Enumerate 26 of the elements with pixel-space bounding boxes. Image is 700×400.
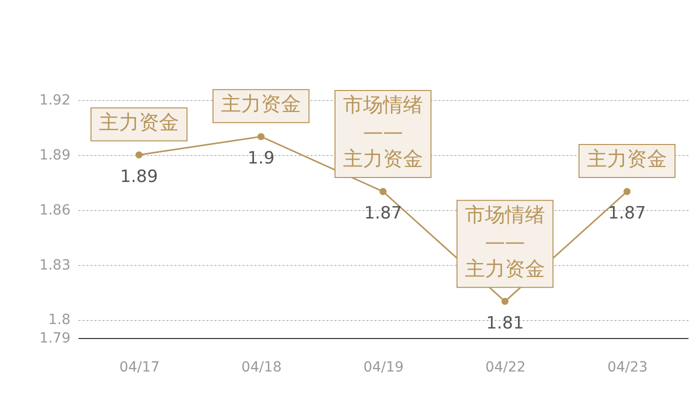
point (135, 151, 143, 158)
x-tick-label: 04/17 (119, 360, 160, 376)
annotation: 主力资金 (587, 146, 667, 171)
data-label: 1.87 (364, 204, 402, 224)
data-label: 1.89 (120, 166, 158, 187)
annotation: 市场情绪 —— 主力资金 (465, 202, 545, 280)
annotation: 主力资金 (221, 92, 301, 116)
point (623, 188, 631, 196)
y-tick-label: 1.8 (48, 312, 70, 328)
y-tick-label: 1.83 (39, 257, 70, 274)
annotation: 市场情绪 —— 主力资金 (343, 92, 423, 171)
y-tick-label: 1.79 (39, 330, 70, 346)
x-tick-label: 04/23 (607, 360, 648, 376)
x-tick-label: 04/22 (485, 360, 526, 376)
x-tick-label: 04/18 (241, 360, 282, 376)
annotation: 主力资金 (99, 110, 179, 134)
y-tick-label: 1.86 (39, 202, 71, 218)
data-label: 1.87 (608, 204, 646, 224)
point (379, 188, 387, 196)
point (257, 133, 265, 140)
y-tick-label: 1.89 (39, 147, 70, 164)
data-label: 1.81 (486, 313, 524, 334)
y-tick-label: 1.92 (39, 92, 70, 108)
data-label: 1.9 (247, 148, 275, 169)
point (501, 298, 509, 305)
x-tick-label: 04/19 (363, 360, 404, 376)
